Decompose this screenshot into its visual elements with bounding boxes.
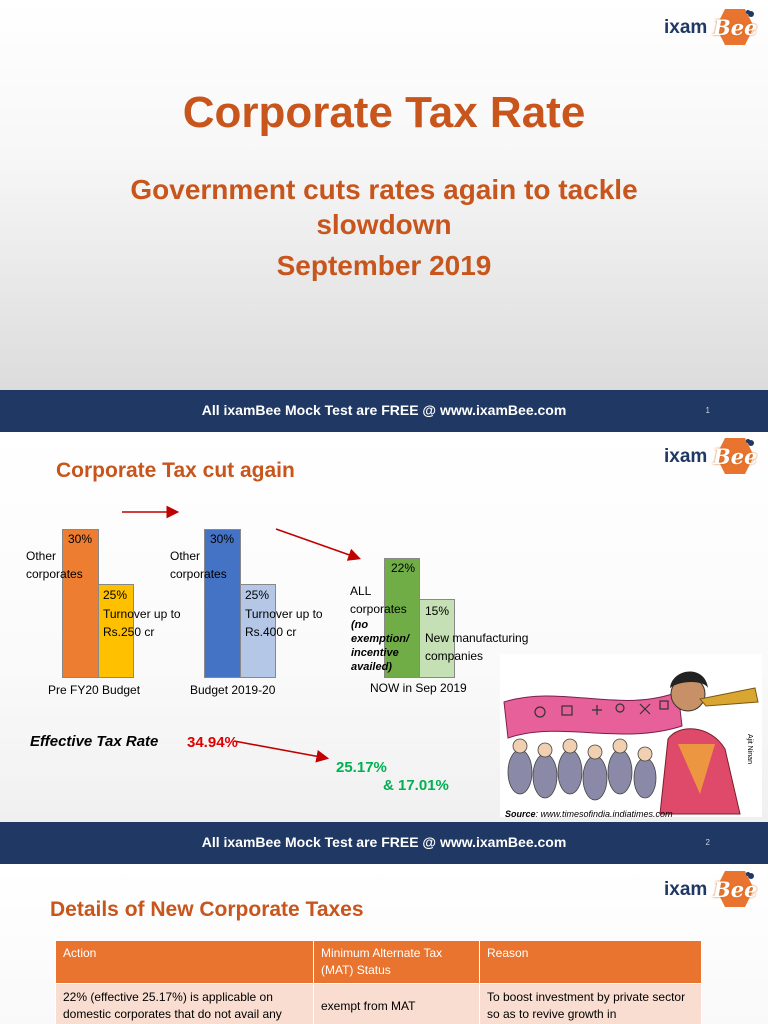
- slide-1: ixam Bee Corporate Tax Rate Government c…: [0, 0, 768, 390]
- table-row: 22% (effective 25.17%) is applicable on …: [55, 983, 702, 1024]
- ixambee-logo: ixam Bee: [664, 437, 768, 477]
- bar-label: Turnover up to Rs.400 cr: [245, 607, 323, 639]
- bar-now-manufacturing: [419, 599, 455, 678]
- bar-pre-fy20-turnover: [98, 584, 134, 678]
- group-caption: Budget 2019-20: [190, 683, 276, 697]
- slide-2-footer: All ixamBee Mock Test are FREE @ www.ixa…: [0, 822, 768, 864]
- logo-text-bee: Bee: [713, 15, 758, 40]
- arrow-icon: [275, 528, 362, 561]
- bar-value: 25%: [103, 588, 128, 602]
- effective-tax-label: Effective Tax Rate: [30, 733, 159, 750]
- hexagon-icon: [716, 9, 754, 45]
- slide-subtitle: Government cuts rates again to tackle sl…: [130, 174, 638, 240]
- slide-2: ixam Bee Corporate Tax cut again 30% Oth…: [0, 432, 768, 822]
- slide-1-footer: All ixamBee Mock Test are FREE @ www.ixa…: [0, 390, 768, 432]
- bar-budget-turnover: [240, 584, 276, 678]
- effective-rate-old: 34.94%: [187, 734, 238, 751]
- image-source: Source: www.timesofindia.indiatimes.com: [505, 809, 673, 819]
- bar-value: 22%: [391, 561, 416, 575]
- source-url: : www.timesofindia.indiatimes.com: [535, 809, 673, 819]
- slide-title: Details of New Corporate Taxes: [50, 898, 364, 921]
- effective-rate-new-2: & 17.01%: [383, 777, 449, 794]
- bar-value: 15%: [425, 604, 450, 618]
- hexagon-icon: [716, 871, 754, 907]
- footer-text: All ixamBee Mock Test are FREE @ www.ixa…: [201, 402, 567, 418]
- logo-text-ixam: ixam: [664, 17, 708, 38]
- slide-title: Corporate Tax cut again: [56, 459, 295, 482]
- source-label: Source: [505, 809, 536, 819]
- slide-date: September 2019: [276, 250, 492, 281]
- table-cell: To boost investment by private sector so…: [479, 983, 702, 1024]
- bar-label: ALL corporates: [350, 584, 407, 616]
- corporate-tax-table: Action Minimum Alternate Tax (MAT) Statu…: [55, 940, 702, 1024]
- logo-text-bee: Bee: [713, 877, 758, 902]
- column-header: Minimum Alternate Tax (MAT) Status: [313, 940, 480, 984]
- ixambee-logo: ixam Bee: [664, 8, 768, 48]
- slide-title: Corporate Tax Rate: [182, 88, 586, 137]
- column-header: Reason: [479, 940, 702, 984]
- group-caption: NOW in Sep 2019: [370, 681, 467, 695]
- bar-note: (no exemption/ incentive availed): [351, 619, 410, 673]
- logo-text-ixam: ixam: [664, 446, 708, 467]
- bar-value: 30%: [210, 532, 235, 546]
- effective-rate-new-1: 25.17%: [336, 759, 387, 776]
- slide-3: ixam Bee Details of New Corporate Taxes …: [0, 865, 768, 1024]
- page-number: 2: [705, 838, 710, 847]
- bar-label: Other corporates: [26, 549, 83, 581]
- logo-text-ixam: ixam: [664, 879, 708, 900]
- bar-now-all: [384, 558, 420, 678]
- table-header-row: Action Minimum Alternate Tax (MAT) Statu…: [55, 940, 702, 984]
- bar-label: Turnover up to Rs.250 cr: [103, 607, 181, 639]
- group-caption: Pre FY20 Budget: [48, 683, 141, 697]
- bar-value: 30%: [68, 532, 93, 546]
- bar-label: New manufacturing companies: [425, 631, 529, 663]
- ixambee-logo: ixam Bee: [664, 870, 768, 910]
- page-number: 1: [705, 406, 710, 415]
- hexagon-icon: [716, 438, 754, 474]
- bar-pre-fy20-other: [62, 529, 99, 678]
- column-header: Action: [55, 940, 314, 984]
- arrow-icon: [233, 740, 330, 763]
- bar-value: 25%: [245, 588, 270, 602]
- bar-budget-other: [204, 529, 241, 678]
- bar-label: Other corporates: [170, 549, 227, 581]
- table-cell: exempt from MAT: [313, 983, 480, 1024]
- red-arrows: [122, 505, 362, 763]
- cartoon-image: Ajit Ninan: [500, 654, 762, 817]
- footer-text: All ixamBee Mock Test are FREE @ www.ixa…: [201, 834, 567, 850]
- logo-text-bee: Bee: [713, 444, 758, 469]
- table-cell: 22% (effective 25.17%) is applicable on …: [55, 983, 314, 1024]
- cartoon-signature: Ajit Ninan: [746, 734, 753, 764]
